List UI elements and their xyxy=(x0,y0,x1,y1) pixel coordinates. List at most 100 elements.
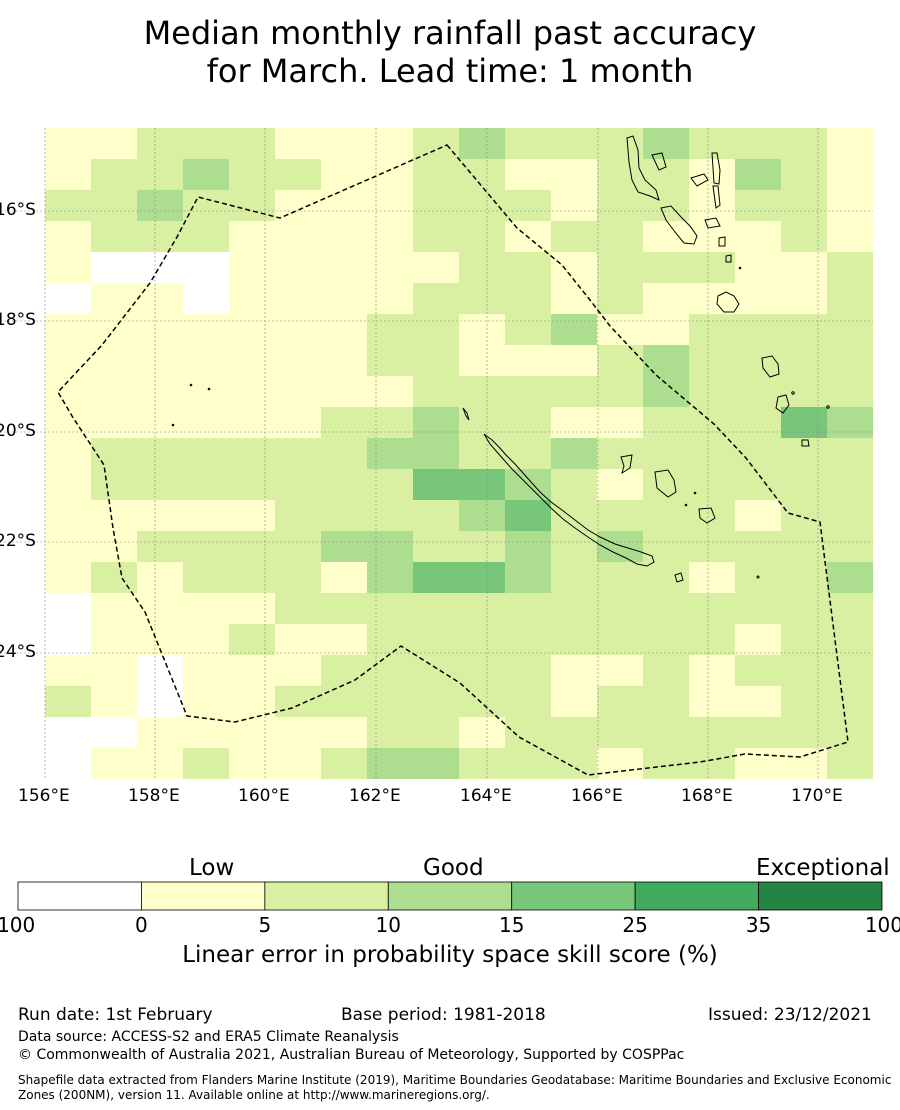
grid-cell xyxy=(459,748,505,779)
grid-cell xyxy=(91,159,137,190)
grid-cell xyxy=(827,407,873,438)
grid-cell xyxy=(551,593,597,624)
grid-cell xyxy=(367,159,413,190)
grid-cell xyxy=(827,655,873,686)
grid-cell xyxy=(321,252,367,283)
grid-cell xyxy=(505,686,551,717)
grid-cell xyxy=(643,655,689,686)
colorbar-tick-label: 10 xyxy=(375,913,402,937)
grid-cell xyxy=(137,283,183,314)
title-line-1: Median monthly rainfall past accuracy xyxy=(143,14,757,52)
islet-4 xyxy=(189,383,193,387)
grid-cell xyxy=(459,438,505,469)
grid-cell xyxy=(321,717,367,748)
grid-cell xyxy=(45,469,91,500)
island-malekula xyxy=(660,205,698,245)
grid-cell xyxy=(91,500,137,531)
grid-cell xyxy=(827,624,873,655)
longitude-label: 166°E xyxy=(571,786,623,806)
grid-cell xyxy=(827,748,873,779)
grid-cell xyxy=(689,531,735,562)
latitude-label: 18°S xyxy=(0,310,36,330)
grid-cell xyxy=(367,283,413,314)
grid-cell xyxy=(183,376,229,407)
grid-cell xyxy=(413,252,459,283)
grid-cell xyxy=(505,562,551,593)
grid-cell xyxy=(91,252,137,283)
islands xyxy=(171,135,830,583)
grid-cell xyxy=(137,686,183,717)
grid-cell xyxy=(459,500,505,531)
grid-cell xyxy=(91,562,137,593)
grid-cell xyxy=(643,593,689,624)
grid-cell xyxy=(367,624,413,655)
longitude-label: 160°E xyxy=(238,786,290,806)
grid-cell xyxy=(275,283,321,314)
grid-cell xyxy=(551,469,597,500)
grid-cell xyxy=(781,407,827,438)
grid-cell xyxy=(321,500,367,531)
grid-cell xyxy=(827,159,873,190)
grid-cell xyxy=(689,624,735,655)
grid-cell xyxy=(827,345,873,376)
grid-cell xyxy=(229,345,275,376)
grid-cell xyxy=(643,314,689,345)
grid-cell xyxy=(459,469,505,500)
grid-cell xyxy=(229,748,275,779)
shapefile-credit: Shapefile data extracted from Flanders M… xyxy=(18,1073,892,1102)
grid-cell xyxy=(827,500,873,531)
grid-cell xyxy=(413,655,459,686)
grid-cell xyxy=(275,221,321,252)
grid-cell xyxy=(505,314,551,345)
grid-cell xyxy=(505,593,551,624)
grid-cell xyxy=(735,531,781,562)
grid-cell xyxy=(735,345,781,376)
grid-cell xyxy=(413,345,459,376)
grid-cell xyxy=(275,190,321,221)
grid-cell xyxy=(551,407,597,438)
grid-cell xyxy=(643,159,689,190)
longitude-label: 170°E xyxy=(791,786,843,806)
grid-cell xyxy=(229,655,275,686)
grid-cell xyxy=(643,190,689,221)
grid-cell xyxy=(183,717,229,748)
islet-1 xyxy=(791,391,795,395)
island-erromango xyxy=(761,355,780,378)
grid-cell xyxy=(827,717,873,748)
island-malo-ambae xyxy=(651,152,667,171)
grid-cell xyxy=(91,717,137,748)
island-tongoa xyxy=(725,254,732,263)
island-efate xyxy=(716,291,740,313)
grid-cell xyxy=(505,159,551,190)
grid-cell xyxy=(597,531,643,562)
latitude-label: 20°S xyxy=(0,421,36,441)
grid-cell xyxy=(597,190,643,221)
grid-cell xyxy=(413,283,459,314)
grid-cell xyxy=(183,500,229,531)
grid-cell xyxy=(643,562,689,593)
grid-cell xyxy=(735,159,781,190)
grid-cell xyxy=(321,655,367,686)
grid-cell xyxy=(505,345,551,376)
grid-cell xyxy=(137,376,183,407)
grid-cell xyxy=(45,438,91,469)
grid-cell xyxy=(275,500,321,531)
grid-cell xyxy=(551,438,597,469)
longitude-label: 168°E xyxy=(681,786,733,806)
grid-cell xyxy=(229,593,275,624)
grid-cell xyxy=(827,562,873,593)
grid-cell xyxy=(275,159,321,190)
base-period: Base period: 1981-2018 xyxy=(341,1005,546,1025)
grid-cell xyxy=(689,376,735,407)
grid-cell xyxy=(137,748,183,779)
grid-cell xyxy=(781,221,827,252)
grid-cell xyxy=(45,562,91,593)
grid-cell xyxy=(735,717,781,748)
grid-cell xyxy=(551,655,597,686)
grid-cell xyxy=(137,221,183,252)
grid-cell xyxy=(183,469,229,500)
grid-cell xyxy=(367,314,413,345)
grid-cell xyxy=(91,438,137,469)
grid-cell xyxy=(367,221,413,252)
islet-6 xyxy=(171,423,175,427)
